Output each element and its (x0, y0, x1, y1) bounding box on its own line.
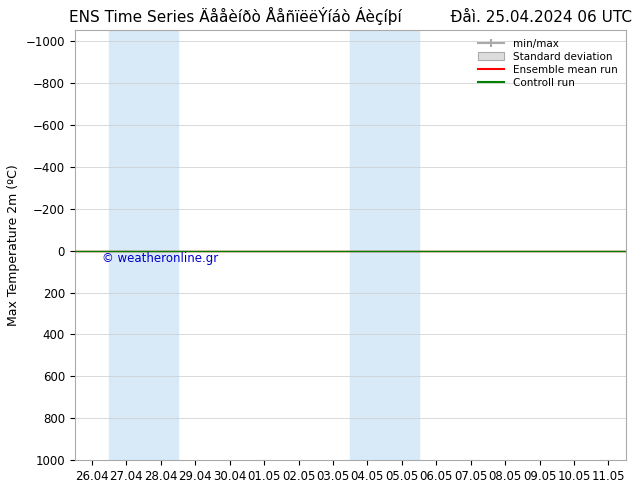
Bar (109, 30, 178, 460)
Legend: min/max, Standard deviation, Ensemble mean run, Controll run: min/max, Standard deviation, Ensemble me… (475, 35, 621, 91)
Y-axis label: Max Temperature 2m (ºC): Max Temperature 2m (ºC) (7, 165, 20, 326)
Title: ENS Time Series Äååèíðò ÅåñïëëÝíáò Áèçíþí          Ðåì. 25.04.2024 06 UTC: ENS Time Series Äååèíðò ÅåñïëëÝíáò Áèçíþ… (68, 7, 631, 25)
Bar (350, 30, 419, 460)
Text: © weatheronline.gr: © weatheronline.gr (102, 252, 219, 265)
